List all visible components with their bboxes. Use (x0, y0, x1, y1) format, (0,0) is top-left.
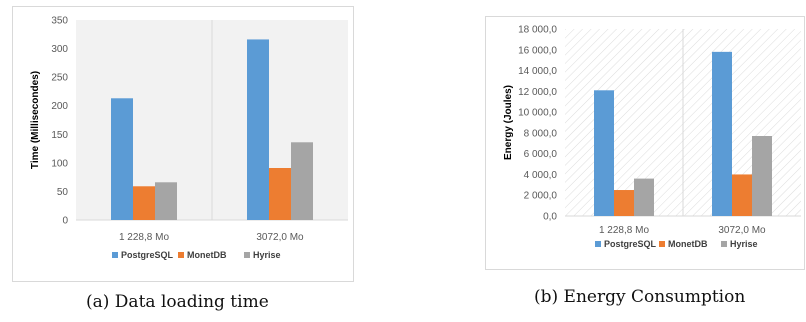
bar-monetdb (133, 186, 155, 220)
y-tick-label: 50 (57, 187, 69, 198)
bar-hyrise (752, 136, 772, 216)
caption-b: (b) Energy Consumption (534, 287, 746, 307)
y-axis-label: Energy (Joules) (503, 85, 514, 160)
y-tick-label: 10 000,0 (518, 108, 557, 119)
y-tick-label: 12 000,0 (518, 87, 557, 98)
y-tick-label: 14 000,0 (518, 66, 557, 77)
bar-postgresql (594, 90, 614, 216)
legend-swatch (659, 241, 665, 247)
y-tick-label: 18 000,0 (518, 25, 557, 36)
bar-hyrise (291, 142, 313, 220)
chart-panel-b: 0,0 2 000,0 4 000,0 6 000,0 8 000,0 10 000,0 1… (485, 16, 805, 270)
bar-hyrise (634, 178, 654, 216)
y-tick-label: 8 000,0 (524, 128, 558, 139)
chart-panel-a: 0 50 100 150 200 250 300 350 Time (Millisecondes… (12, 6, 354, 282)
caption-a: (a) Data loading time (86, 292, 269, 312)
legend-swatch (178, 252, 184, 258)
legend-swatch (721, 241, 727, 247)
x-tick-label: 3072,0 Mo (718, 225, 766, 236)
y-tick-label: 150 (51, 130, 68, 141)
y-axis-label: Time (Millisecondes) (30, 71, 41, 169)
legend-swatch (244, 252, 250, 258)
legend-swatch (112, 252, 118, 258)
legend-label: MonetDB (187, 250, 227, 260)
legend-label: Hyrise (730, 239, 758, 249)
y-tick-label: 0,0 (543, 212, 557, 223)
legend-label: PostgreSQL (121, 250, 174, 260)
legend-label: PostgreSQL (604, 239, 657, 249)
x-tick-label: 1 228,8 Mo (599, 225, 649, 236)
y-tick-label: 350 (51, 16, 68, 27)
y-tick-label: 2 000,0 (524, 191, 558, 202)
data-loading-chart: 0 50 100 150 200 250 300 350 Time (Millisecondes… (30, 16, 348, 260)
x-tick-label: 3072,0 Mo (256, 232, 304, 243)
y-tick-label: 200 (51, 101, 68, 112)
y-tick-label: 0 (62, 216, 68, 227)
y-tick-label: 300 (51, 44, 68, 55)
y-tick-label: 6 000,0 (524, 149, 558, 160)
y-tick-label: 16 000,0 (518, 45, 557, 56)
bar-monetdb (269, 168, 291, 220)
energy-consumption-chart: 0,0 2 000,0 4 000,0 6 000,0 8 000,0 10 000,0 1… (503, 25, 801, 249)
legend-label: Hyrise (253, 250, 281, 260)
bar-postgresql (111, 98, 133, 220)
legend-label: MonetDB (668, 239, 708, 249)
bar-postgresql (247, 39, 269, 220)
x-tick-label: 1 228,8 Mo (119, 232, 169, 243)
bar-monetdb (732, 174, 752, 216)
y-tick-label: 250 (51, 73, 68, 84)
y-tick-label: 100 (51, 158, 68, 169)
bar-hyrise (155, 182, 177, 220)
bar-postgresql (712, 51, 732, 216)
y-tick-label: 4 000,0 (524, 170, 558, 181)
bar-monetdb (614, 190, 634, 216)
legend-swatch (595, 241, 601, 247)
